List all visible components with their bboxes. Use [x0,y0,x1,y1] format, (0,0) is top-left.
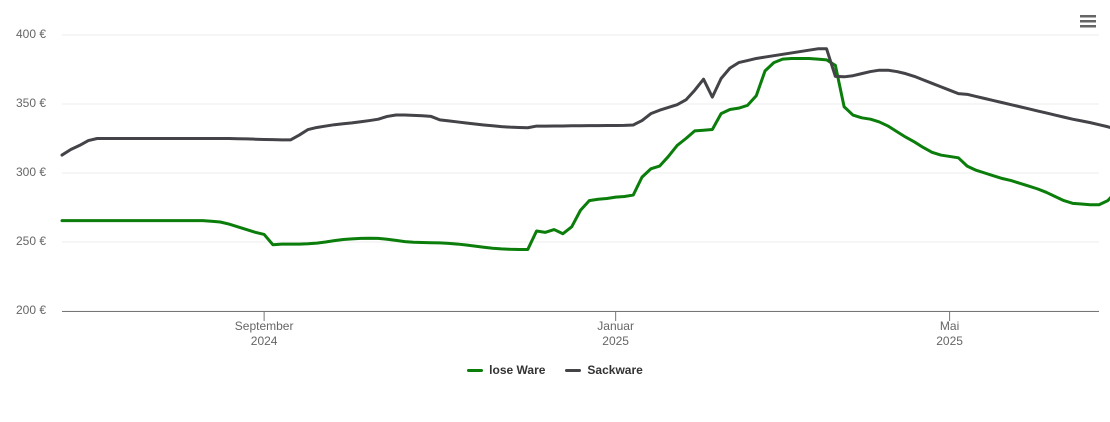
legend: lose Ware Sackware [0,363,1110,377]
legend-swatch [467,368,484,372]
legend-label: lose Ware [489,363,546,377]
y-tick-label: 200 € [16,303,46,317]
y-tick-label: 350 € [16,96,46,110]
menu-button[interactable] [1078,10,1098,30]
legend-swatch [565,368,582,372]
x-tick-label: September 2024 [234,319,294,348]
y-tick-label: 300 € [16,165,46,179]
legend-item[interactable]: lose Ware [467,363,545,377]
line-series [60,47,1110,157]
menu-bar [1080,20,1096,23]
legend-item[interactable]: Sackware [565,363,643,377]
y-tick-label: 250 € [16,234,46,248]
y-tick-label: 400 € [16,27,46,41]
menu-bar [1080,15,1096,18]
legend-label: Sackware [587,363,643,377]
menu-bar [1080,25,1096,28]
x-tick-label: Januar 2025 [597,319,634,348]
line-series [60,56,1110,251]
x-tick-label: Mai 2025 [936,319,963,348]
